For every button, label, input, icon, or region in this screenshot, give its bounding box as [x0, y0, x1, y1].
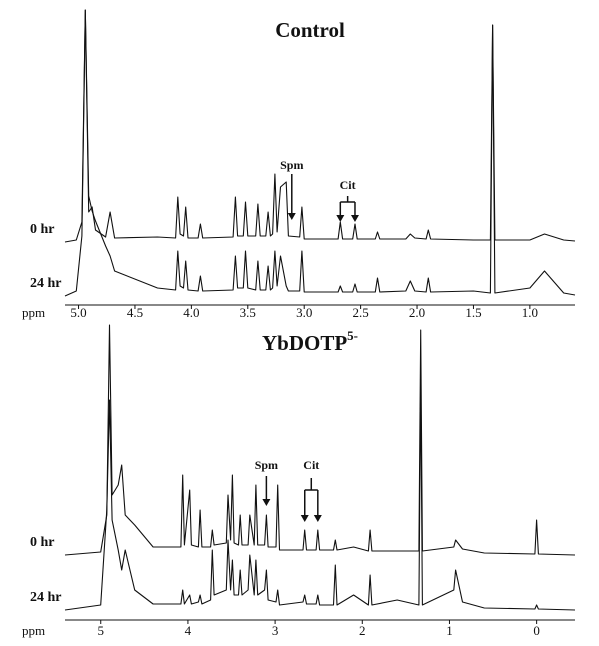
- x-tick-label: 1: [446, 623, 453, 638]
- x-tick-label: 1.0: [522, 305, 538, 320]
- chart-title-text: Control: [275, 18, 345, 42]
- arrow-head: [336, 215, 345, 222]
- x-tick-label: 2.5: [352, 305, 368, 320]
- x-tick-label: 5.0: [70, 305, 86, 320]
- spectrum: [64, 9, 576, 243]
- annotation-label: Cit: [303, 458, 319, 472]
- x-tick-label: 4.0: [183, 305, 199, 320]
- x-tick-label: 3: [272, 623, 279, 638]
- series-label: 24 hr: [30, 590, 62, 605]
- x-tick-label: 2: [359, 623, 366, 638]
- series-label: 0 hr: [30, 535, 55, 550]
- series-label: 0 hr: [30, 222, 55, 237]
- x-tick-label: 3.5: [240, 305, 256, 320]
- x-tick-label: 3.0: [296, 305, 312, 320]
- series-label: 24 hr: [30, 276, 62, 291]
- arrow-head: [262, 499, 271, 506]
- chart-title-text: YbDOTP: [262, 331, 347, 355]
- x-tick-label: 4: [185, 623, 192, 638]
- arrow-head: [287, 213, 296, 220]
- chart-title: Control: [275, 18, 345, 42]
- x-tick-label: 4.5: [127, 305, 143, 320]
- annotation-label: Spm: [280, 158, 303, 172]
- x-tick-label: 1.5: [465, 305, 481, 320]
- x-tick-label: 5: [97, 623, 104, 638]
- arrow-head: [313, 515, 322, 522]
- arrow-head: [300, 515, 309, 522]
- spectrum: [64, 324, 576, 556]
- annotation-label: Spm: [255, 458, 278, 472]
- x-axis-label: ppm: [22, 623, 45, 638]
- chart-title-superscript: 5-: [347, 328, 358, 343]
- spectrum: [64, 379, 576, 611]
- arrow-head: [350, 215, 359, 222]
- spectrum: [64, 9, 576, 297]
- chart-title: YbDOTP5-: [262, 328, 358, 355]
- x-tick-label: 0: [533, 623, 540, 638]
- annotation-label: Cit: [340, 178, 356, 192]
- x-tick-label: 2.0: [409, 305, 425, 320]
- x-axis-label: ppm: [22, 305, 45, 320]
